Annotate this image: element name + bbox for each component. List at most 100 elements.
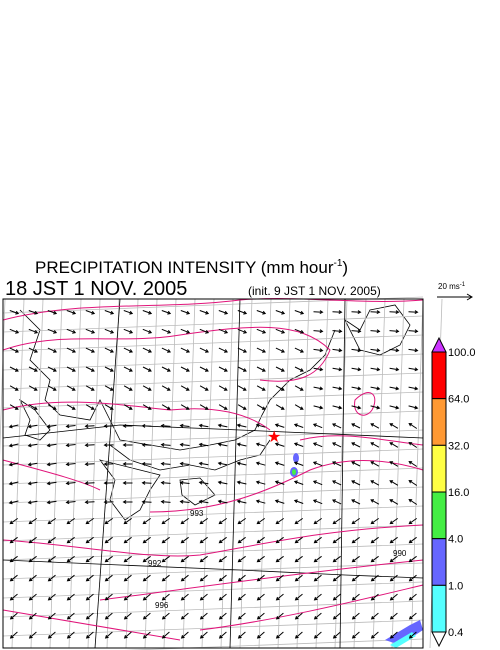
- wind-arrow: [9, 404, 19, 410]
- wind-arrow: [161, 536, 170, 544]
- wind-arrow: [332, 612, 341, 620]
- wind-arrow: [104, 328, 115, 334]
- colorbar-segment: [431, 398, 447, 446]
- colorbar-label: 0.4: [448, 627, 463, 639]
- wind-arrow: [332, 555, 341, 563]
- wind-arrow: [47, 366, 57, 372]
- wind-arrow: [46, 443, 57, 448]
- grid-line: [2, 372, 424, 390]
- wind-arrow: [408, 367, 419, 372]
- wind-arrow: [66, 347, 76, 353]
- wind-arrow: [199, 385, 209, 391]
- colorbar-segment: [431, 491, 447, 540]
- title-end: ): [342, 258, 348, 277]
- wind-arrow: [218, 593, 227, 601]
- wind-arrow: [122, 461, 133, 466]
- grid-line: [2, 424, 424, 439]
- wind-arrow: [66, 310, 77, 315]
- wind-arrow: [351, 405, 362, 410]
- wind-arrow: [389, 499, 399, 505]
- wind-arrow: [28, 612, 37, 620]
- wind-arrow: [180, 631, 189, 639]
- wind-arrow: [256, 328, 267, 334]
- wind-arrow: [408, 612, 417, 620]
- wind-arrow: [104, 517, 113, 525]
- wind-arrow: [47, 404, 57, 410]
- colorbar-label: 1.0: [448, 580, 463, 592]
- wind-arrow: [313, 329, 324, 334]
- wind-arrow: [389, 310, 400, 315]
- colorbar-segment: [431, 584, 447, 633]
- wind-arrow: [275, 517, 284, 525]
- wind-arrow: [275, 555, 284, 563]
- wind-arrow: [370, 367, 381, 372]
- map: ★ 993 992 996 990: [0, 296, 443, 650]
- wind-arrow: [274, 480, 285, 485]
- wind-arrow: [123, 347, 133, 353]
- wind-arrow: [27, 443, 38, 448]
- wind-arrow: [47, 555, 56, 563]
- wind-arrow: [351, 480, 361, 486]
- wind-arrow: [161, 631, 170, 639]
- wind-arrow: [218, 328, 229, 334]
- wind-arrow: [294, 555, 303, 563]
- wind-arrow: [332, 631, 341, 639]
- grid-line: [49, 298, 63, 649]
- wind-arrow: [104, 366, 114, 372]
- wind-arrow: [66, 593, 75, 601]
- grid-line: [2, 334, 424, 352]
- wind-arrow: [256, 593, 265, 601]
- wind-arrow: [47, 574, 56, 582]
- wind-arrow: [180, 347, 190, 353]
- wind-arrow: [313, 386, 324, 391]
- colorbar-segment: [431, 444, 447, 493]
- wind-arrow: [312, 480, 323, 486]
- wind-arrow: [85, 328, 96, 334]
- wind-arrow: [389, 536, 398, 544]
- wind-arrow: [180, 404, 190, 410]
- wind-arrow: [199, 593, 208, 601]
- wind-arrow: [237, 612, 246, 620]
- wind-arrow: [46, 500, 57, 505]
- wind-arrow: [180, 310, 191, 315]
- wind-arrow: [351, 517, 360, 525]
- wind-arrow: [274, 461, 285, 466]
- wind-arrow: [123, 404, 133, 410]
- wind-arrow: [408, 517, 417, 525]
- wind-arrow: [332, 329, 343, 334]
- colorbar-label: 100.0: [448, 347, 476, 359]
- wind-arrow: [47, 593, 56, 601]
- wind-arrow: [84, 443, 95, 448]
- wind-arrow: [47, 328, 58, 334]
- wind-arrow: [370, 348, 381, 353]
- wind-arrow: [161, 517, 170, 525]
- pressure-contours: [2, 298, 424, 641]
- wind-arrow: [236, 499, 247, 504]
- wind-arrow: [104, 574, 113, 582]
- wind-arrow: [123, 631, 132, 639]
- wind-arrow: [370, 536, 379, 544]
- wind-arrow: [66, 328, 77, 334]
- grid-line: [68, 298, 82, 649]
- wind-arrow: [28, 574, 37, 582]
- wind-arrow: [9, 310, 20, 315]
- wind-arrow: [217, 499, 228, 504]
- wind-arrow: [256, 555, 265, 563]
- wind-arrow: [332, 517, 341, 525]
- wind-arrow: [351, 499, 361, 505]
- wind-arrow: [122, 480, 133, 485]
- wind-arrow: [123, 385, 133, 391]
- wind-arrow: [123, 366, 133, 372]
- wind-arrow: [65, 443, 76, 448]
- wind-arrow: [9, 612, 18, 620]
- wind-arrow: [28, 328, 39, 334]
- grid-line: [391, 298, 405, 649]
- wind-arrow: [161, 385, 171, 391]
- wind-arrow: [9, 574, 18, 582]
- wind-arrow: [351, 593, 360, 601]
- wind-arrow: [256, 631, 265, 639]
- wind-arrow: [123, 517, 132, 525]
- wind-arrow: [85, 612, 94, 620]
- grid-line: [239, 298, 253, 649]
- wind-arrow: [275, 328, 286, 334]
